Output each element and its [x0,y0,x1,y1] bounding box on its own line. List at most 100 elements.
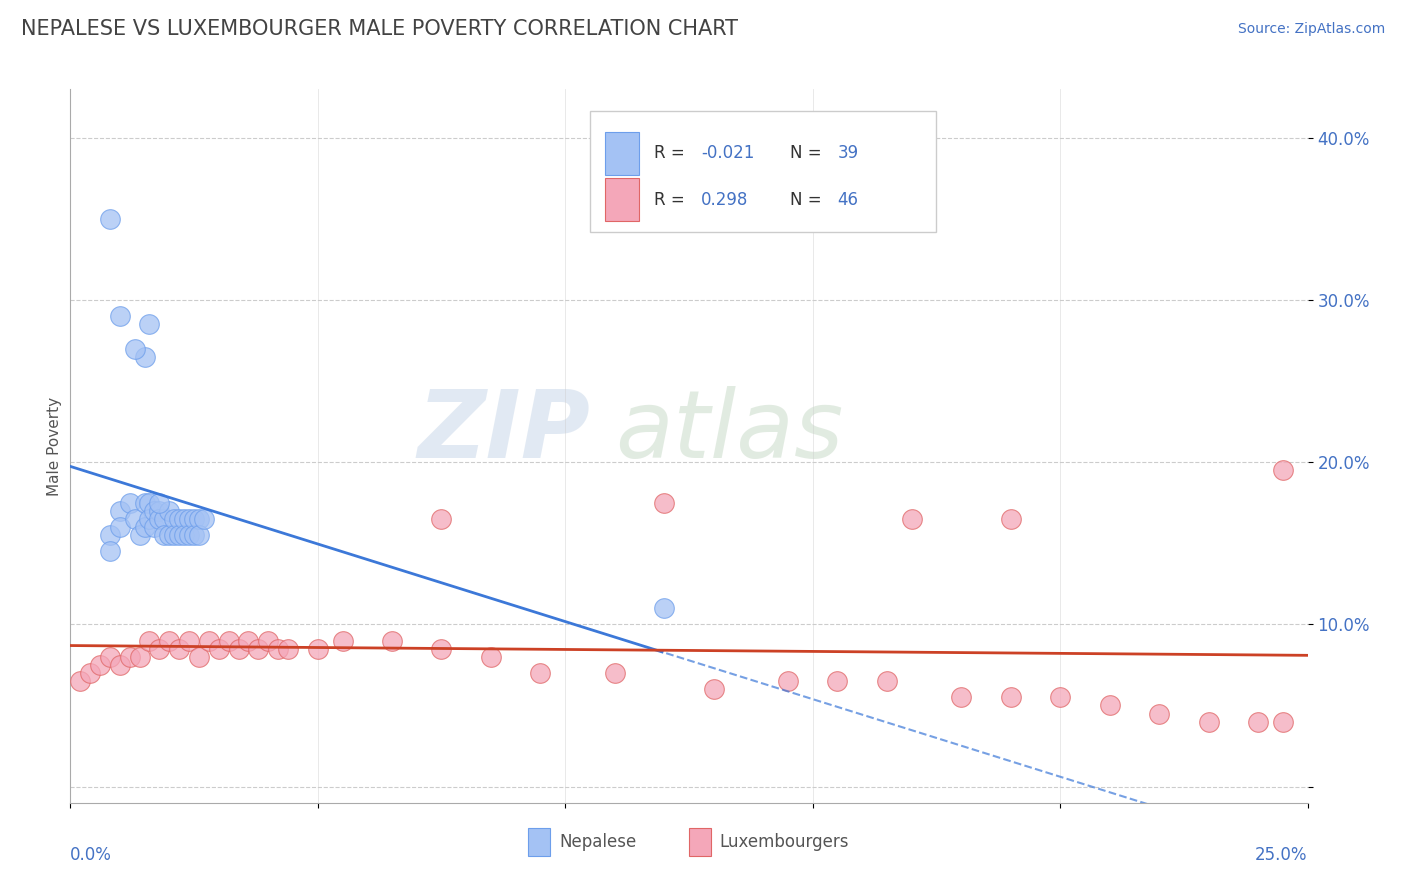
Point [157,504,180,518]
Point [108,520,131,534]
Point [183,528,205,542]
Point [247,641,270,656]
Point [188,512,211,526]
Text: NEPALESE VS LUXEMBOURGER MALE POVERTY CORRELATION CHART: NEPALESE VS LUXEMBOURGER MALE POVERTY CO… [21,20,738,39]
FancyBboxPatch shape [591,111,936,232]
Point [124,512,146,526]
Point [173,528,195,542]
Point [238,633,260,648]
Point [1198,714,1220,729]
Point [128,649,150,664]
Text: atlas: atlas [614,386,844,477]
Point [198,633,221,648]
Point [529,666,551,681]
Text: ZIP: ZIP [418,385,591,478]
Point [1000,512,1022,526]
Point [134,350,156,364]
Point [208,641,231,656]
Point [277,641,299,656]
Point [167,512,190,526]
Point [177,528,200,542]
Point [157,528,180,542]
Point [173,512,195,526]
Point [163,512,186,526]
Y-axis label: Male Poverty: Male Poverty [46,396,62,496]
Point [183,512,205,526]
Point [1271,463,1294,477]
Point [257,633,280,648]
Point [776,674,799,689]
Text: R =: R = [654,191,690,209]
Point [430,641,453,656]
Point [652,601,675,615]
Point [1000,690,1022,705]
Point [89,657,111,672]
Point [69,674,91,689]
Point [108,504,131,518]
Point [79,666,101,681]
Point [118,496,141,510]
Point [148,641,170,656]
Point [157,633,180,648]
Point [118,649,141,664]
Point [603,666,626,681]
Point [138,496,160,510]
Point [703,682,725,697]
Text: Source: ZipAtlas.com: Source: ZipAtlas.com [1237,22,1385,37]
Point [177,633,200,648]
Point [218,633,240,648]
Point [138,512,160,526]
Point [148,496,170,510]
Point [108,657,131,672]
Point [827,674,849,689]
Point [177,512,200,526]
Point [98,211,121,226]
Point [98,528,121,542]
Point [153,528,176,542]
Point [652,496,675,510]
Point [1271,714,1294,729]
Point [143,520,166,534]
Point [134,520,156,534]
FancyBboxPatch shape [605,178,640,221]
Text: R =: R = [654,145,690,162]
Point [124,342,146,356]
Point [950,690,973,705]
FancyBboxPatch shape [529,828,550,856]
Text: 0.0%: 0.0% [70,846,112,863]
Point [332,633,354,648]
Point [138,633,160,648]
FancyBboxPatch shape [605,132,640,175]
Text: Luxembourgers: Luxembourgers [720,833,849,851]
Text: 39: 39 [838,145,859,162]
Point [1098,698,1121,713]
Point [193,512,215,526]
Text: 46: 46 [838,191,859,209]
Point [128,528,150,542]
Point [148,512,170,526]
Point [167,641,190,656]
Point [134,496,156,510]
Point [430,512,453,526]
Point [98,544,121,558]
Point [108,310,131,324]
Point [876,674,898,689]
Point [267,641,290,656]
Point [167,528,190,542]
Point [188,528,211,542]
Point [1049,690,1071,705]
Point [479,649,502,664]
Text: N =: N = [790,191,827,209]
Point [163,528,186,542]
FancyBboxPatch shape [689,828,711,856]
Point [900,512,922,526]
Point [143,504,166,518]
Text: N =: N = [790,145,827,162]
Point [228,641,250,656]
Point [153,512,176,526]
Point [138,318,160,332]
Point [307,641,329,656]
Text: -0.021: -0.021 [702,145,755,162]
Text: Nepalese: Nepalese [560,833,637,851]
Text: 25.0%: 25.0% [1256,846,1308,863]
